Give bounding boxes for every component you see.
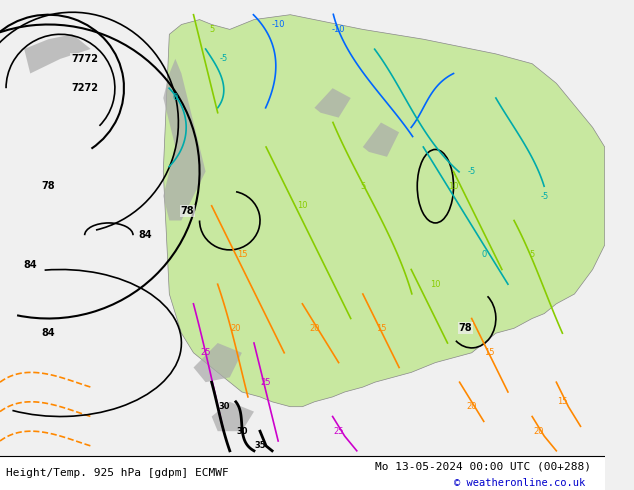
Text: -10: -10 [271,20,285,29]
Polygon shape [164,59,205,220]
Text: Height/Temp. 925 hPa [gdpm] ECMWF: Height/Temp. 925 hPa [gdpm] ECMWF [6,468,229,478]
Polygon shape [164,15,605,407]
Text: 30: 30 [236,427,248,436]
Polygon shape [363,122,399,157]
Polygon shape [314,88,351,118]
Text: 20: 20 [231,324,241,333]
Text: 15: 15 [484,348,495,357]
Text: -5: -5 [540,192,548,200]
Text: -5: -5 [219,54,228,63]
Text: 20: 20 [533,427,543,436]
Text: 35: 35 [254,441,266,450]
Text: 78: 78 [459,323,472,333]
Text: 7272: 7272 [71,83,98,93]
Text: 30: 30 [218,402,230,411]
Text: 20: 20 [467,402,477,411]
Text: 5: 5 [209,25,214,34]
Text: 15: 15 [236,250,247,259]
Text: -5: -5 [467,167,476,176]
Text: 15: 15 [557,397,567,406]
Text: 10: 10 [448,182,459,191]
Text: 0: 0 [172,94,178,102]
Text: 25: 25 [200,348,211,357]
Polygon shape [212,402,254,431]
Text: 84: 84 [42,328,55,338]
Text: 78: 78 [181,206,194,216]
Text: 15: 15 [376,324,386,333]
Text: Mo 13-05-2024 00:00 UTC (00+288): Mo 13-05-2024 00:00 UTC (00+288) [375,462,591,471]
Text: © weatheronline.co.uk: © weatheronline.co.uk [453,478,585,488]
Text: 0: 0 [481,250,486,259]
Text: 20: 20 [309,324,320,333]
Text: 84: 84 [138,230,152,240]
Polygon shape [24,34,91,74]
Text: 5: 5 [529,250,534,259]
Text: 10: 10 [430,280,441,289]
Text: 5: 5 [360,182,365,191]
Text: 78: 78 [42,181,55,191]
FancyBboxPatch shape [0,456,605,490]
Polygon shape [193,343,242,382]
Text: 7772: 7772 [71,54,98,64]
Text: 84: 84 [23,260,37,270]
Text: 10: 10 [297,201,307,210]
Text: 25: 25 [333,427,344,436]
Text: -10: -10 [332,25,346,34]
Text: 25: 25 [261,378,271,387]
